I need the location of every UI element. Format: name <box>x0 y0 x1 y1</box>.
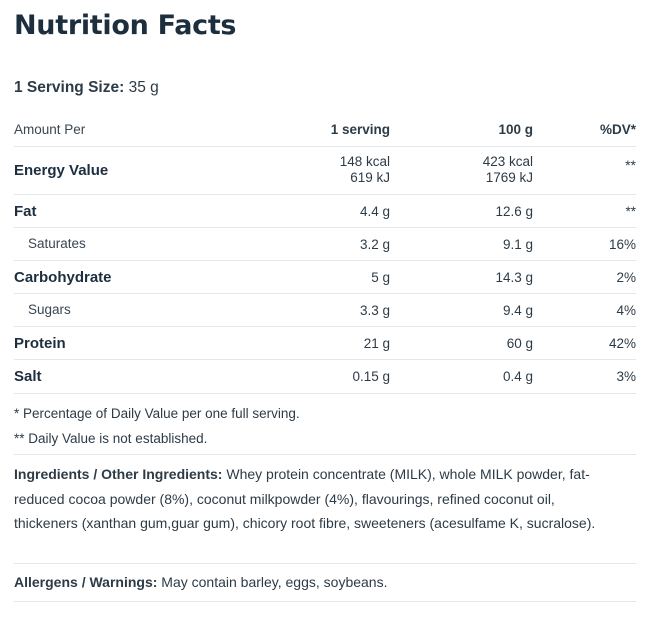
table-row-saturates: Saturates 3.2 g 9.1 g 16% <box>14 228 636 261</box>
allergens-label: Allergens / Warnings: <box>14 574 158 590</box>
table-row-sugars: Sugars 3.3 g 9.4 g 4% <box>14 294 636 327</box>
per-serving-value: 3.2 g <box>359 237 390 252</box>
table-header-row: Amount Per 1 serving 100 g %DV* <box>14 114 636 147</box>
nutrient-name: Energy Value <box>14 162 109 179</box>
daily-value: 3% <box>616 369 636 384</box>
daily-value: 16% <box>608 237 636 252</box>
table-row-energy: Energy Value 148 kcal 619 kJ 423 kcal 17… <box>14 147 636 195</box>
energy-serving-kcal: 148 kcal <box>339 154 390 169</box>
per-serving-value: 3.3 g <box>359 303 390 318</box>
allergens-text: May contain barley, eggs, soybeans. <box>161 574 388 590</box>
energy-100g-kj: 1769 kJ <box>485 170 533 185</box>
daily-value: 4% <box>616 303 636 318</box>
divider <box>14 601 636 602</box>
energy-serving-kj: 619 kJ <box>350 170 390 185</box>
nutrient-name: Fat <box>14 203 37 220</box>
header-amount-per: Amount Per <box>14 122 86 137</box>
per-100g-value: 9.4 g <box>502 303 533 318</box>
nutrition-table: Amount Per 1 serving 100 g %DV* Energy V… <box>14 114 636 394</box>
daily-value: 2% <box>616 270 636 285</box>
daily-value: ** <box>625 204 636 219</box>
per-100g-value: 0.4 g <box>502 369 533 384</box>
energy-daily-value: ** <box>625 157 636 173</box>
serving-size: 1 Serving Size: 35 g <box>14 79 159 97</box>
footnote-daily-value: * Percentage of Daily Value per one full… <box>14 406 300 421</box>
serving-size-label: 1 Serving Size: <box>14 79 125 96</box>
footnote-not-established: ** Daily Value is not established. <box>14 431 208 446</box>
per-serving-value: 0.15 g <box>352 369 390 384</box>
per-serving-value: 5 g <box>371 270 390 285</box>
divider <box>14 563 636 564</box>
footnotes: * Percentage of Daily Value per one full… <box>14 401 636 451</box>
energy-per-100g: 423 kcal 1769 kJ <box>483 154 533 186</box>
per-serving-value: 21 g <box>363 336 390 351</box>
per-100g-value: 14.3 g <box>495 270 533 285</box>
header-daily-value: %DV* <box>599 122 636 137</box>
per-100g-value: 12.6 g <box>495 204 533 219</box>
nutrient-name: Salt <box>14 368 42 385</box>
divider <box>14 454 636 455</box>
per-serving-value: 4.4 g <box>359 204 390 219</box>
table-row-carbohydrate: Carbohydrate 5 g 14.3 g 2% <box>14 261 636 294</box>
nutrient-name: Saturates <box>28 236 86 251</box>
header-per-serving: 1 serving <box>330 122 390 137</box>
allergens-section: Allergens / Warnings: May contain barley… <box>14 570 636 594</box>
nutrient-name: Sugars <box>28 302 71 317</box>
ingredients-section: Ingredients / Other Ingredients: Whey pr… <box>14 462 622 536</box>
energy-100g-kcal: 423 kcal <box>482 154 533 169</box>
ingredients-label: Ingredients / Other Ingredients: <box>14 466 223 482</box>
energy-per-serving: 148 kcal 619 kJ <box>340 154 390 186</box>
page-title: Nutrition Facts <box>14 10 237 41</box>
daily-value: 42% <box>608 336 636 351</box>
serving-size-value: 35 g <box>128 79 159 96</box>
nutrient-name: Protein <box>14 335 66 352</box>
per-100g-value: 60 g <box>506 336 533 351</box>
nutrient-name: Carbohydrate <box>14 269 112 286</box>
ingredients-text: Whey protein concentrate (MILK), whole M… <box>14 466 596 531</box>
table-row-fat: Fat 4.4 g 12.6 g ** <box>14 195 636 228</box>
per-100g-value: 9.1 g <box>502 237 533 252</box>
table-row-salt: Salt 0.15 g 0.4 g 3% <box>14 360 636 394</box>
table-row-protein: Protein 21 g 60 g 42% <box>14 327 636 360</box>
header-per-100g: 100 g <box>498 122 533 137</box>
